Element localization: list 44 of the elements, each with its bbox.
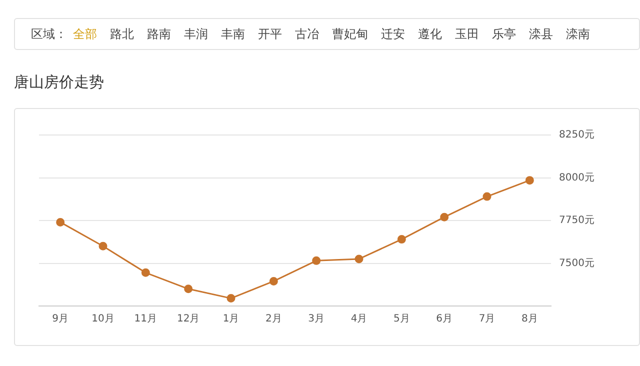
x-tick-label: 10月 [92, 314, 114, 325]
x-tick-label: 12月 [176, 314, 200, 325]
text: 乐亭 [492, 27, 516, 41]
point [312, 256, 321, 265]
text: 路南 [147, 27, 171, 41]
x-tick-label: 11月 [134, 314, 158, 325]
text: 开平 [258, 27, 282, 41]
text: 玉田 [455, 27, 479, 41]
y-tick-label: 8000元 [559, 172, 594, 184]
point [440, 212, 449, 222]
x-tick-label: 2月 [265, 314, 282, 325]
point [56, 218, 65, 226]
text: 滦县 [529, 27, 553, 41]
text: 路北 [110, 27, 134, 41]
text: 丰润 [184, 27, 208, 41]
text: 遵化 [418, 27, 442, 41]
x-tick-label: 7月 [478, 314, 496, 325]
point [525, 176, 534, 185]
point [269, 276, 278, 286]
x-tick-label: 5月 [393, 314, 410, 325]
x-tick-label: 9月 [52, 314, 69, 325]
text: 区域： [31, 27, 67, 41]
y-tick-label: 7750元 [559, 215, 594, 226]
x-tick-label: 4月 [350, 314, 368, 325]
x-tick-label: 3月 [308, 314, 325, 325]
text: 古冶 [295, 27, 319, 41]
point [354, 254, 364, 264]
y-tick-label: 7500元 [559, 258, 594, 269]
point [226, 294, 236, 303]
point [482, 192, 492, 201]
y-tick-label: 8250元 [559, 130, 594, 141]
x-tick-label: 6月 [436, 314, 453, 325]
x-tick-label: 8月 [521, 314, 538, 325]
text: 全部 [73, 27, 97, 41]
point [141, 268, 150, 277]
point [98, 242, 108, 250]
point [397, 235, 406, 244]
point [184, 284, 193, 294]
chart-title: 唐山房价走势 [14, 73, 104, 92]
x-tick-label: 1月 [222, 314, 240, 325]
text: 迁安 [381, 27, 405, 41]
text: 曹妃甸 [332, 27, 368, 41]
text: 丰南 [221, 27, 245, 41]
text: 滦南 [566, 27, 590, 41]
